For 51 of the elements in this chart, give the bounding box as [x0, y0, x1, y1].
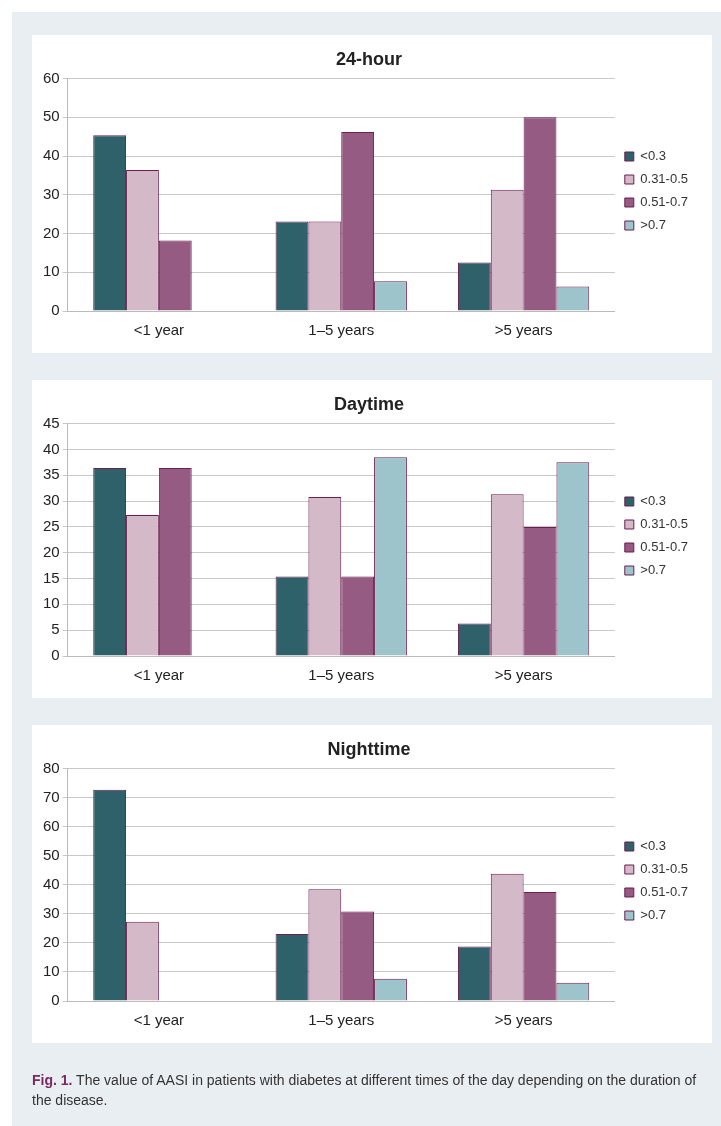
y-tick-label: 20: [43, 542, 60, 560]
y-tick-label: 0: [51, 301, 60, 319]
x-tick-label: <1 year: [133, 321, 185, 339]
y-tick-label: 30: [43, 184, 60, 202]
y-tick-label: 20: [43, 223, 60, 241]
y-tick-label: 40: [43, 146, 60, 164]
y-tick-label: 5: [51, 620, 60, 638]
legend-label: <0.3: [640, 493, 666, 509]
legend-label: 0.31-0.5: [640, 861, 688, 877]
y-tick-label: 30: [43, 903, 60, 921]
legend-label: 0.51-0.7: [640, 194, 688, 210]
chart-title: 24-hour: [335, 48, 403, 69]
caption: Fig. 1. The value of AASI in patients with diabetes at different times of the day depending on the duration of the disease.: [32, 1071, 698, 1110]
y-tick-label: 40: [43, 439, 60, 457]
y-tick-label: 80: [43, 758, 60, 776]
legend-label: >0.7: [640, 562, 666, 578]
y-tick-label: 60: [43, 68, 60, 86]
y-tick-label: 60: [43, 816, 60, 834]
x-tick-label: <1 year: [133, 1011, 185, 1029]
y-tick-label: 15: [43, 568, 60, 586]
legend-label: 0.31-0.5: [640, 516, 688, 532]
x-tick-label: >5 years: [494, 1011, 553, 1029]
chart-title: Nighttime: [327, 738, 411, 759]
x-tick-label: 1–5 years: [308, 666, 375, 684]
y-tick-label: 30: [43, 491, 60, 509]
y-tick-label: 10: [43, 262, 60, 280]
y-tick-label: 40: [43, 874, 60, 892]
legend-label: 0.51-0.7: [640, 539, 688, 555]
x-tick-label: >5 years: [494, 666, 553, 684]
x-tick-label: 1–5 years: [308, 1011, 375, 1029]
y-tick-label: 0: [51, 646, 60, 664]
legend-label: >0.7: [640, 217, 666, 233]
chart-title: Daytime: [333, 393, 405, 414]
y-tick-label: 70: [43, 787, 60, 805]
legend-label: 0.31-0.5: [640, 171, 688, 187]
y-tick-label: 25: [43, 517, 60, 535]
legend-label: <0.3: [640, 838, 666, 854]
legend-label: <0.3: [640, 148, 666, 164]
y-tick-label: 0: [51, 991, 60, 1009]
x-tick-label: <1 year: [133, 666, 185, 684]
x-tick-label: 1–5 years: [308, 321, 375, 339]
x-tick-label: >5 years: [494, 321, 553, 339]
y-tick-label: 20: [43, 933, 60, 951]
y-tick-label: 50: [43, 107, 60, 125]
y-tick-label: 45: [43, 413, 60, 431]
y-tick-label: 35: [43, 465, 60, 483]
legend-label: 0.51-0.7: [640, 884, 688, 900]
y-tick-label: 50: [43, 845, 60, 863]
legend-label: >0.7: [640, 907, 666, 923]
y-tick-label: 10: [43, 594, 60, 612]
y-tick-label: 10: [43, 962, 60, 980]
